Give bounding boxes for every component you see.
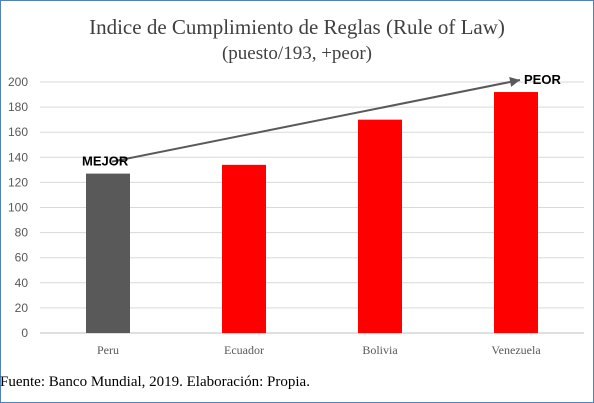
chart-title: Indice de Cumplimiento de Reglas (Rule o… xyxy=(89,15,505,39)
peor-label: PEOR xyxy=(524,72,561,87)
source-note: Fuente: Banco Mundial, 2019. Elaboración… xyxy=(0,374,310,390)
annotations: MEJOR PEOR xyxy=(82,72,561,169)
y-tick-label: 180 xyxy=(8,100,28,114)
y-tick-label: 100 xyxy=(8,201,28,215)
mejor-label: MEJOR xyxy=(82,154,129,169)
trend-arrow-head xyxy=(509,77,520,87)
bar-ecuador xyxy=(222,164,266,333)
x-tick-label: Ecuador xyxy=(224,343,264,357)
x-tick-label: Bolivia xyxy=(362,343,398,357)
y-tick-label: 60 xyxy=(15,251,29,265)
x-tick-label: Venezuela xyxy=(491,343,541,357)
x-tick-label: Peru xyxy=(97,343,119,357)
bars xyxy=(86,92,538,334)
bar-venezuela xyxy=(494,92,538,333)
y-tick-label: 140 xyxy=(8,150,28,164)
bar-peru xyxy=(86,173,130,333)
y-tick-label: 160 xyxy=(8,125,28,139)
x-axis-ticks: Peru Ecuador Bolivia Venezuela xyxy=(97,343,541,357)
y-axis-ticks: 0 20 40 60 80 100 120 140 160 180 200 xyxy=(8,75,28,340)
y-tick-label: 20 xyxy=(15,301,29,315)
chart-subtitle: (puesto/193, +peor) xyxy=(221,43,372,64)
bar-bolivia xyxy=(358,119,402,334)
y-tick-label: 120 xyxy=(8,175,28,189)
y-tick-label: 80 xyxy=(15,226,29,240)
y-tick-label: 0 xyxy=(21,326,28,340)
y-tick-label: 200 xyxy=(8,75,28,89)
trend-arrow-line xyxy=(111,79,521,163)
y-tick-label: 40 xyxy=(15,276,29,290)
